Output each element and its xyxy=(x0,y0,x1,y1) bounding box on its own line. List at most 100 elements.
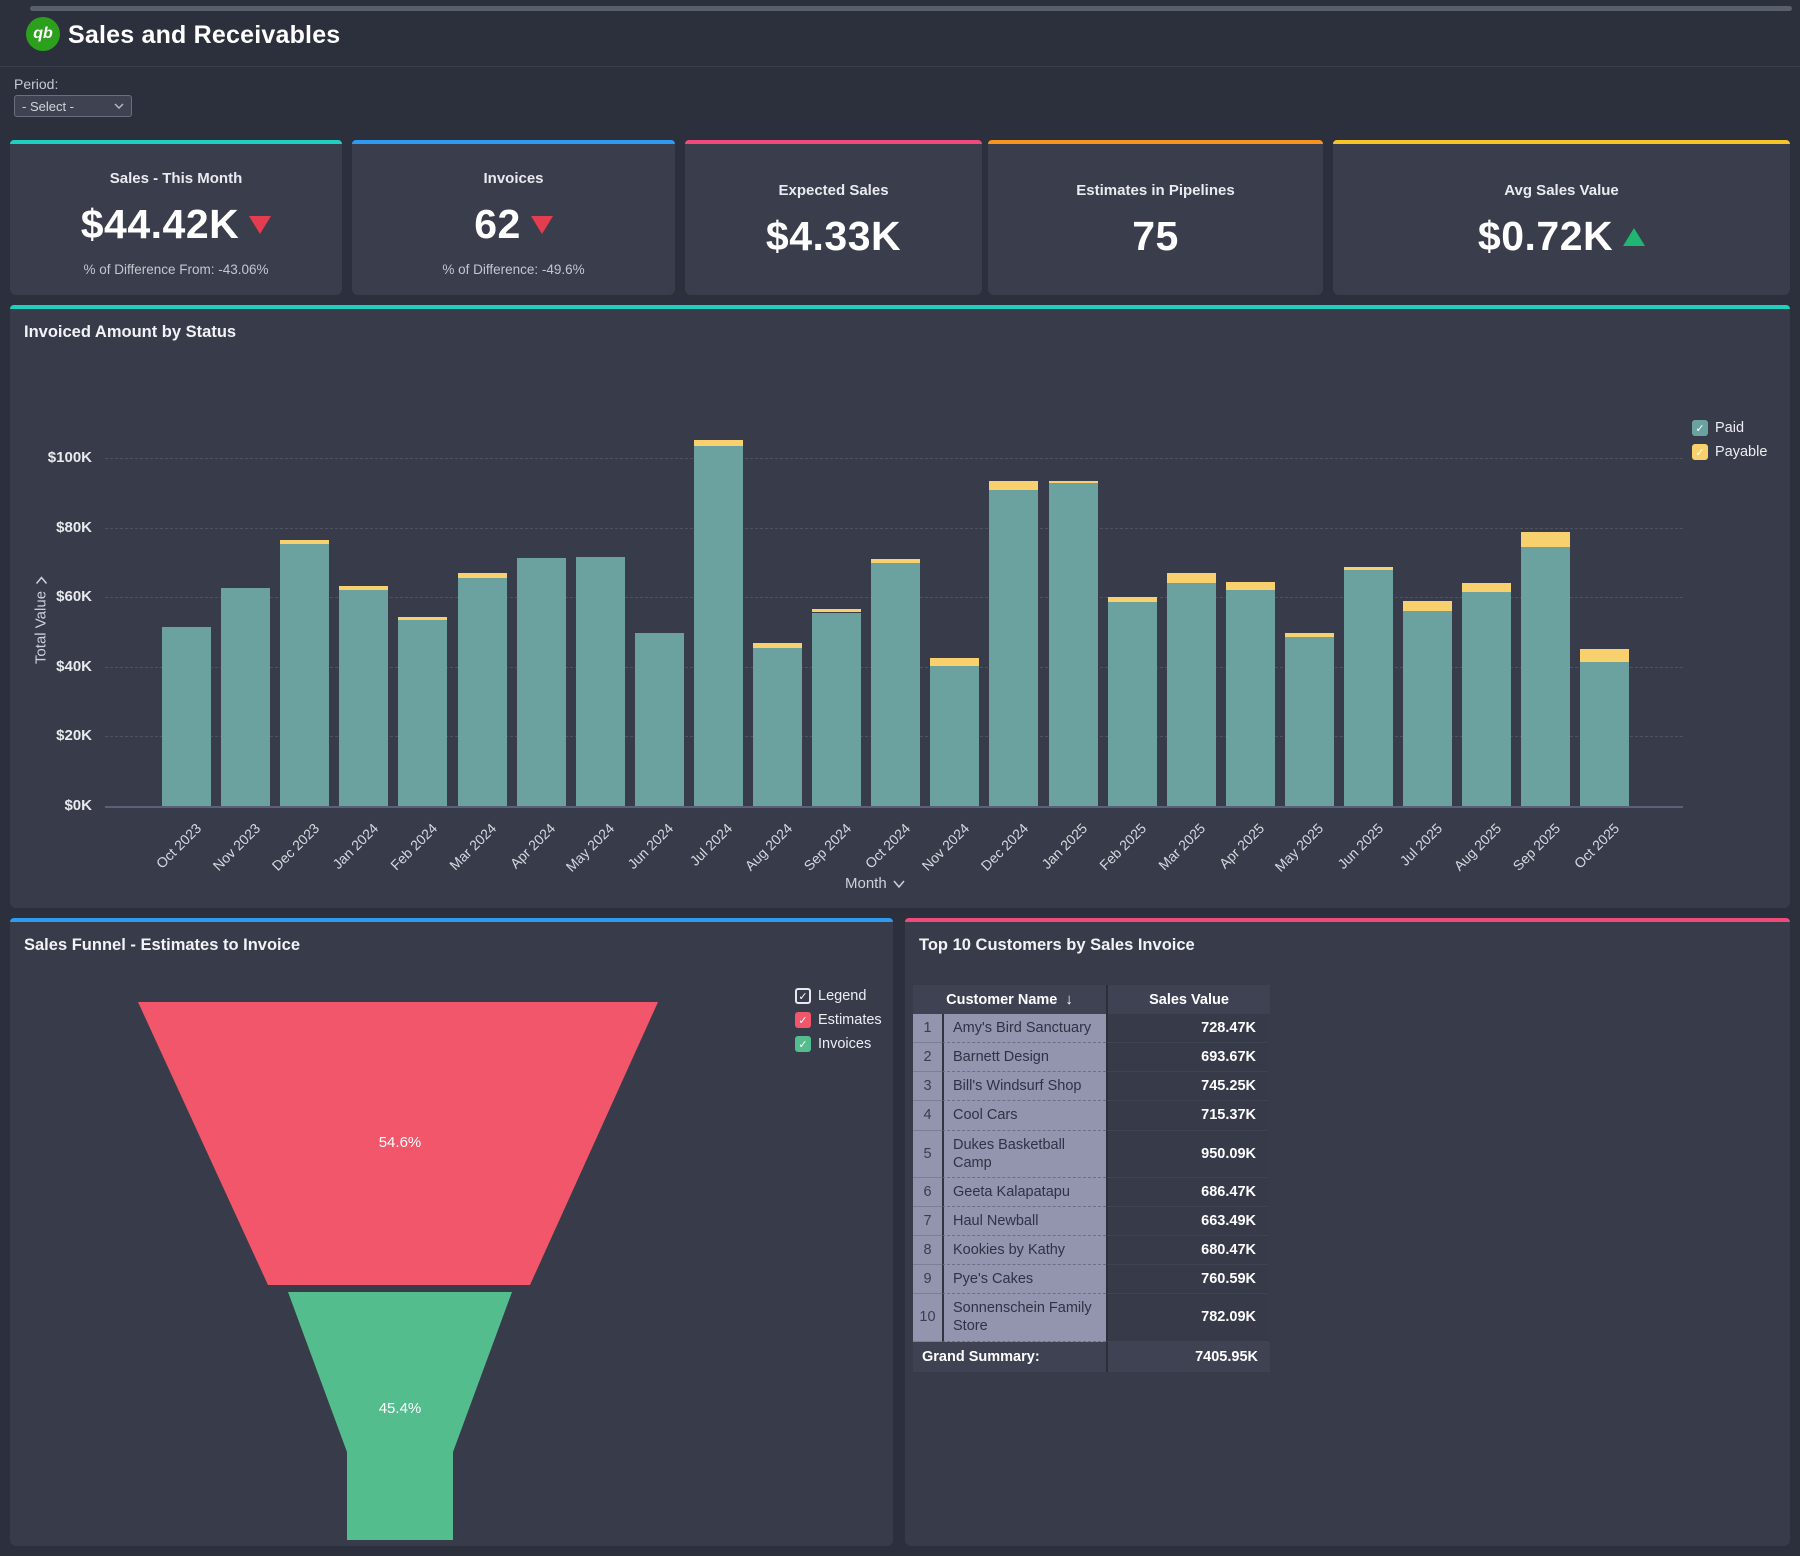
bar-paid-segment[interactable] xyxy=(930,665,980,806)
bar-paid-segment[interactable] xyxy=(753,648,802,806)
bar-paid-segment[interactable] xyxy=(339,589,389,806)
bar-payable-segment[interactable] xyxy=(753,643,802,648)
table-row[interactable]: 7 Haul Newball 663.49K xyxy=(913,1206,1270,1236)
bar-payable-segment[interactable] xyxy=(1048,480,1098,484)
bar-paid-segment[interactable] xyxy=(1580,661,1630,806)
paid-checkbox-icon[interactable]: ✓ xyxy=(1692,420,1708,436)
bar-paid-segment[interactable] xyxy=(398,620,448,806)
bar-paid-segment[interactable] xyxy=(989,490,1039,806)
customer-name-cell: Kookies by Kathy xyxy=(942,1236,1106,1266)
bar-payable-segment[interactable] xyxy=(339,586,389,590)
bar-payable-segment[interactable] xyxy=(930,658,980,666)
estimates-checkbox-icon[interactable]: ✓ xyxy=(795,1012,811,1028)
table-row[interactable]: 2 Barnett Design 693.67K xyxy=(913,1043,1270,1073)
bar-payable-segment[interactable] xyxy=(1580,649,1630,662)
bar-payable-segment[interactable] xyxy=(280,540,330,545)
bar-payable-segment[interactable] xyxy=(693,439,743,446)
bar-paid-segment[interactable] xyxy=(1403,611,1453,806)
table-row[interactable]: 4 Cool Cars 715.37K xyxy=(913,1101,1270,1131)
bar-payable-segment[interactable] xyxy=(1521,531,1571,548)
customer-name-cell: Cool Cars xyxy=(942,1101,1106,1131)
y-axis-title[interactable]: Total Value xyxy=(33,536,50,706)
bar-payable-segment[interactable] xyxy=(1284,633,1334,637)
bar-payable-segment[interactable] xyxy=(871,558,921,563)
bar-payable-segment[interactable] xyxy=(812,608,862,613)
invoices-checkbox-icon[interactable]: ✓ xyxy=(795,1036,811,1052)
customer-name-cell: Geeta Kalapatapu xyxy=(942,1177,1106,1207)
kpi-card-expected-sales: Expected Sales $4.33K xyxy=(685,140,982,295)
bar-paid-segment[interactable] xyxy=(162,627,211,806)
bar-paid-segment[interactable] xyxy=(1048,483,1098,806)
kpi-value: 75 xyxy=(1132,213,1179,259)
row-rank: 6 xyxy=(913,1177,942,1207)
bar-paid-segment[interactable] xyxy=(1166,582,1216,806)
column-header-label: Sales Value xyxy=(1149,991,1229,1008)
table-row[interactable]: 8 Kookies by Kathy 680.47K xyxy=(913,1236,1270,1266)
sort-descending-icon[interactable]: ↓ xyxy=(1065,991,1073,1008)
table-row[interactable]: 3 Bill's Windsurf Shop 745.25K xyxy=(913,1072,1270,1102)
column-header-sales-value[interactable]: Sales Value xyxy=(1106,985,1270,1014)
legend-checkbox-icon[interactable]: ✓ xyxy=(795,988,811,1004)
top-customers-panel: Top 10 Customers by Sales Invoice Custom… xyxy=(905,918,1790,1546)
bar-payable-segment[interactable] xyxy=(1166,572,1216,583)
legend-item-payable[interactable]: ✓ Payable xyxy=(1692,444,1767,460)
bar-payable-segment[interactable] xyxy=(1225,581,1275,590)
funnel-segment-invoices[interactable] xyxy=(288,1292,512,1540)
bar-payable-segment[interactable] xyxy=(1403,601,1453,612)
bar-payable-segment[interactable] xyxy=(1107,597,1157,603)
bar-paid-segment[interactable] xyxy=(1284,636,1334,806)
horizontal-scrollbar[interactable] xyxy=(30,6,1792,11)
bar-chart-legend: ✓ Paid ✓ Payable xyxy=(1692,420,1767,468)
bar-payable-segment[interactable] xyxy=(398,617,448,621)
legend-item-paid[interactable]: ✓ Paid xyxy=(1692,420,1767,436)
customer-name-cell: Barnett Design xyxy=(942,1043,1106,1073)
bar-paid-segment[interactable] xyxy=(221,588,271,806)
legend-item-legend[interactable]: ✓ Legend xyxy=(795,988,882,1004)
table-row[interactable]: 10 Sonnenschein Family Store 782.09K xyxy=(913,1294,1270,1342)
trend-up-icon xyxy=(1623,227,1646,246)
y-axis-tick-label: $60K xyxy=(56,588,92,606)
bar-paid-segment[interactable] xyxy=(871,562,921,806)
period-select[interactable]: - Select - xyxy=(14,95,132,117)
table-row[interactable]: 6 Geeta Kalapatapu 686.47K xyxy=(913,1177,1270,1207)
payable-checkbox-icon[interactable]: ✓ xyxy=(1692,444,1708,460)
kpi-title: Expected Sales xyxy=(778,182,889,199)
bar-paid-segment[interactable] xyxy=(693,445,743,806)
customer-name-cell: Dukes Basketball Camp xyxy=(942,1130,1106,1178)
bar-paid-segment[interactable] xyxy=(457,577,507,806)
row-rank: 4 xyxy=(913,1101,942,1131)
bar-paid-segment[interactable] xyxy=(1462,591,1512,806)
x-axis-title[interactable]: Month xyxy=(845,875,905,892)
y-axis-tick-label: $0K xyxy=(64,797,92,814)
bar-payable-segment[interactable] xyxy=(1344,566,1393,571)
sales-funnel-panel: Sales Funnel - Estimates to Invoice 54.6… xyxy=(10,918,893,1546)
table-row[interactable]: 5 Dukes Basketball Camp 950.09K xyxy=(913,1130,1270,1178)
table-row[interactable]: 9 Pye's Cakes 760.59K xyxy=(913,1265,1270,1295)
sales-value-cell: 728.47K xyxy=(1106,1014,1268,1044)
bar-payable-segment[interactable] xyxy=(457,572,507,578)
bar-paid-segment[interactable] xyxy=(1344,570,1393,806)
bar-paid-segment[interactable] xyxy=(516,557,566,806)
sales-value-cell: 663.49K xyxy=(1106,1206,1268,1236)
bar-paid-segment[interactable] xyxy=(280,544,330,806)
row-rank: 2 xyxy=(913,1043,942,1073)
bar-paid-segment[interactable] xyxy=(812,612,862,806)
legend-item-invoices[interactable]: ✓ Invoices xyxy=(795,1036,882,1052)
legend-item-estimates[interactable]: ✓ Estimates xyxy=(795,1012,882,1028)
column-header-customer-name[interactable]: Customer Name ↓ xyxy=(913,985,1106,1014)
bar-payable-segment[interactable] xyxy=(1462,582,1512,592)
funnel-segment-estimates[interactable] xyxy=(138,1002,658,1285)
kpi-title: Sales - This Month xyxy=(109,170,243,187)
kpi-subtext: % of Difference: -49.6% xyxy=(442,262,585,277)
bar-payable-segment[interactable] xyxy=(989,480,1039,490)
bar-paid-segment[interactable] xyxy=(575,556,625,806)
y-axis-tick-label: $20K xyxy=(56,727,92,745)
bar-paid-segment[interactable] xyxy=(634,633,684,806)
bar-paid-segment[interactable] xyxy=(1521,547,1571,806)
gridline xyxy=(105,527,1683,529)
bar-paid-segment[interactable] xyxy=(1107,602,1157,806)
customers-table: Customer Name ↓ Sales Value 1 Amy's Bird … xyxy=(913,985,1270,1372)
table-row[interactable]: 1 Amy's Bird Sanctuary 728.47K xyxy=(913,1014,1270,1044)
header-divider xyxy=(0,66,1800,67)
bar-paid-segment[interactable] xyxy=(1225,589,1275,806)
